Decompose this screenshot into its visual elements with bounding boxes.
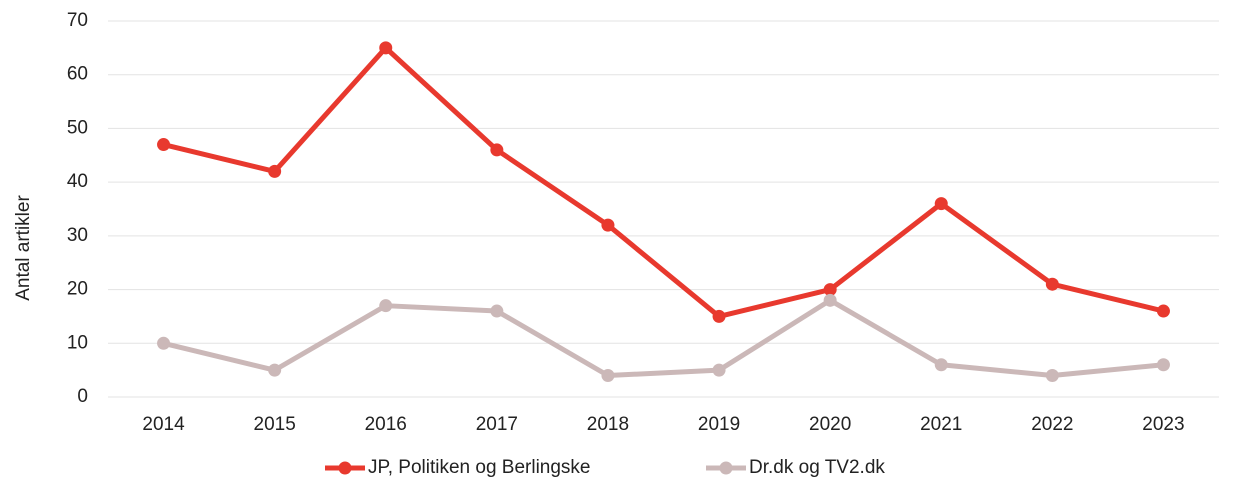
y-tick-label: 30 (67, 225, 88, 246)
y-axis-label: Antal artikler (13, 195, 34, 301)
data-point (1045, 277, 1059, 291)
legend-marker (338, 461, 352, 475)
y-tick-label: 40 (67, 171, 88, 192)
data-point (379, 299, 393, 313)
data-point (712, 309, 726, 323)
data-point (934, 358, 948, 372)
x-tick-label: 2015 (254, 414, 296, 435)
data-point (157, 138, 171, 152)
x-tick-label: 2023 (1142, 414, 1184, 435)
data-point (1156, 358, 1170, 372)
series-line (162, 297, 1164, 379)
x-tick-label: 2018 (587, 414, 629, 435)
data-point (1045, 369, 1059, 383)
y-tick-label: 0 (77, 386, 88, 407)
y-tick-label: 70 (67, 10, 88, 31)
x-tick-label: 2022 (1031, 414, 1073, 435)
x-tick-label: 2019 (698, 414, 740, 435)
data-point (379, 41, 393, 55)
x-tick-label: 2014 (142, 414, 185, 435)
data-point (601, 369, 615, 383)
y-tick-label: 20 (67, 279, 88, 300)
data-point (157, 336, 171, 350)
y-tick-label: 50 (67, 117, 88, 138)
legend-label: Dr.dk og TV2.dk (749, 457, 885, 478)
data-point (823, 293, 837, 307)
data-point (1156, 304, 1170, 318)
x-tick-label: 2021 (920, 414, 962, 435)
data-point (712, 363, 726, 377)
data-point (934, 197, 948, 211)
legend-marker (719, 461, 733, 475)
x-tick-label: 2017 (476, 414, 518, 435)
x-tick-label: 2020 (809, 414, 851, 435)
y-tick-label: 10 (67, 332, 88, 353)
data-point (601, 218, 615, 232)
data-point (490, 304, 504, 318)
x-tick-label: 2016 (365, 414, 407, 435)
data-point (268, 363, 282, 377)
data-point (490, 143, 504, 157)
y-tick-label: 60 (67, 64, 88, 85)
series-line (162, 45, 1165, 319)
data-point (268, 164, 282, 178)
legend-label: JP, Politiken og Berlingske (368, 457, 591, 478)
data-point (823, 283, 837, 297)
